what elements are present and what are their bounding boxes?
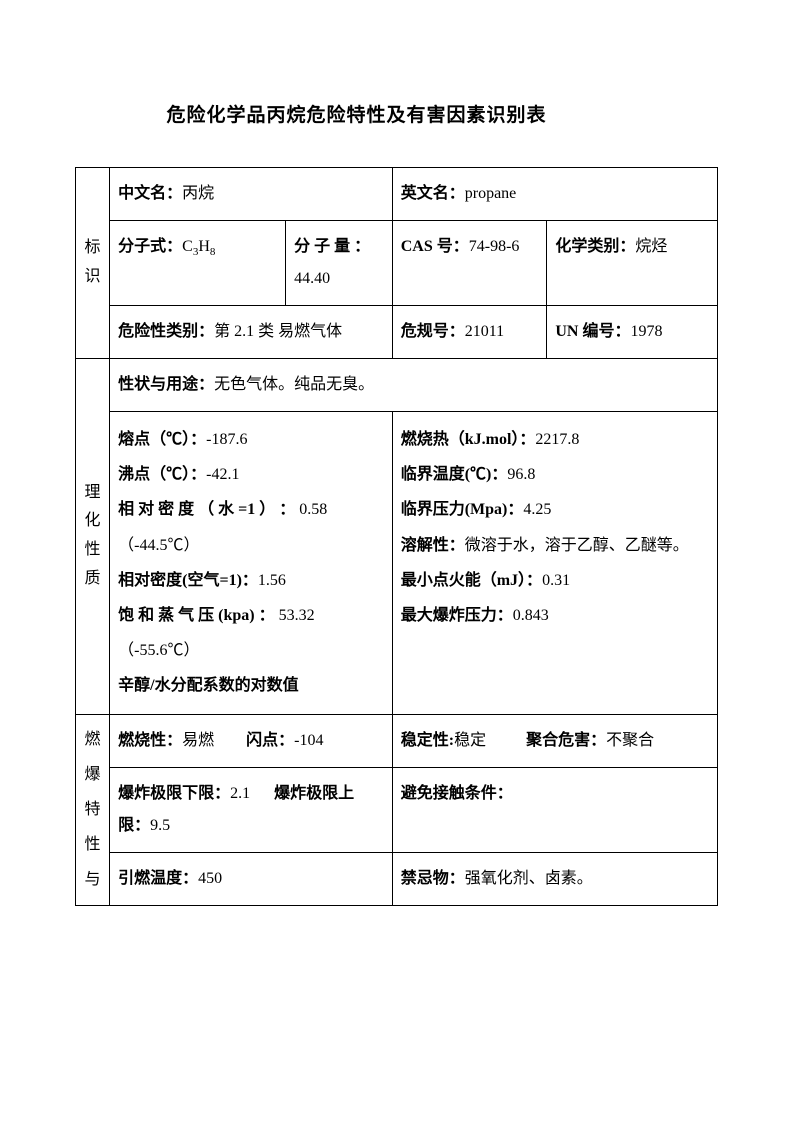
cell-hazard-class: 危险性类别：第 2.1 类 易燃气体	[110, 306, 393, 359]
cell-stability: 稳定性:稳定 聚合危害：不聚合	[392, 714, 717, 767]
cell-phys-right: 燃烧热（kJ.mol）：2217.8 临界温度(℃)：96.8 临界压力(Mpa…	[392, 412, 717, 715]
cell-phys-left: 熔点（℃）：-187.6 沸点（℃）：-42.1 相 对 密 度 （ 水 =1 …	[110, 412, 393, 715]
section-label-id: 标识	[76, 168, 110, 359]
section-label-comb: 燃爆特性与	[76, 714, 110, 905]
cell-flammability: 燃烧性：易燃 闪点：-104	[110, 714, 393, 767]
cell-mw: 分 子 量 ：44.40	[286, 221, 393, 306]
chemical-table: 标识 中文名：丙烷 英文名：propane 分子式：C3H8 分 子 量 ：44…	[75, 167, 718, 906]
cell-ignition: 引燃温度：450	[110, 852, 393, 905]
cell-un: UN 编号：1978	[547, 306, 718, 359]
cell-en-name: 英文名：propane	[392, 168, 717, 221]
cell-avoid: 避免接触条件：	[392, 767, 717, 852]
cell-chem-class: 化学类别：烷烃	[547, 221, 718, 306]
cell-formula: 分子式：C3H8	[110, 221, 286, 306]
cell-hazreg: 危规号：21011	[392, 306, 547, 359]
section-label-phys: 理化性质	[76, 359, 110, 715]
cell-explosion-limits: 爆炸极限下限：2.1 爆炸极限上限：9.5	[110, 767, 393, 852]
cell-cn-name: 中文名：丙烷	[110, 168, 393, 221]
page-title: 危险化学品丙烷危险特性及有害因素识别表	[75, 100, 718, 127]
cell-incompat: 禁忌物：强氧化剂、卤素。	[392, 852, 717, 905]
cell-appearance: 性状与用途：无色气体。纯品无臭。	[110, 359, 718, 412]
cell-cas: CAS 号：74-98-6	[392, 221, 547, 306]
